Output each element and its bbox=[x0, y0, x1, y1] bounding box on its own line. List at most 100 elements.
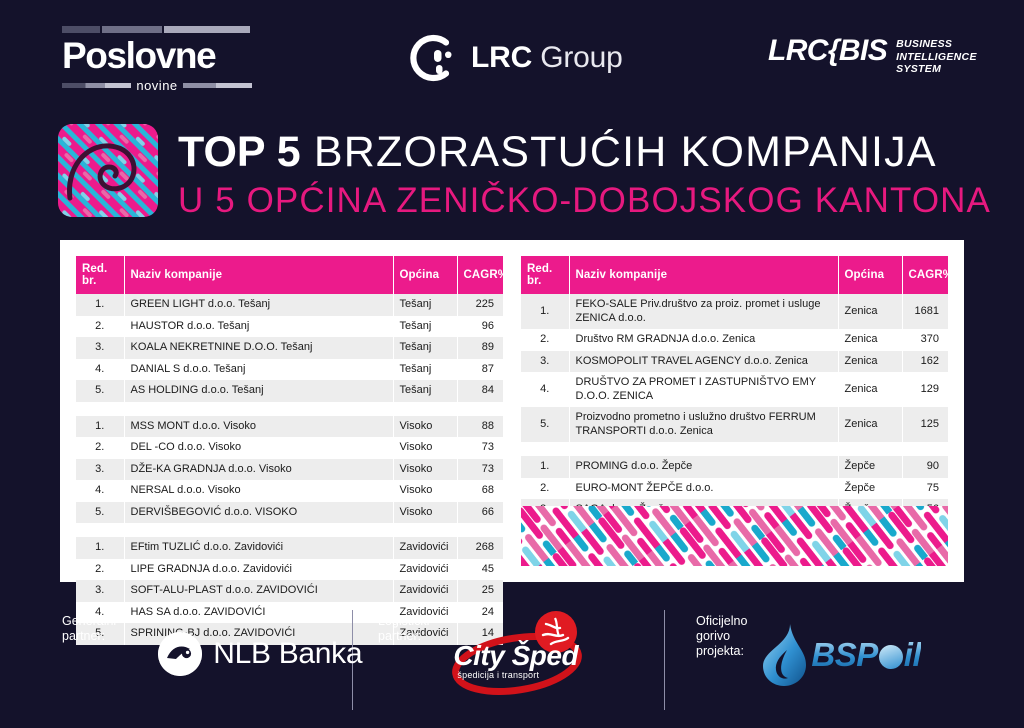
general-partner-label-l1: Generalni bbox=[62, 614, 117, 628]
general-partner-label: Generalni partner: bbox=[62, 596, 116, 644]
nlb-circle-icon bbox=[158, 632, 203, 676]
table-header-row: Red. br. Naziv kompanije Općina CAGR% bbox=[521, 256, 953, 294]
cell-cagr: 268 bbox=[457, 537, 503, 559]
table-row: 1. FEKO-SALE Priv.društvo za proiz. prome… bbox=[521, 294, 948, 329]
fuel-partner-label: Oficijelno gorivo projekta: bbox=[696, 596, 747, 659]
bis-tagline-line2: INTELLIGENCE bbox=[896, 50, 977, 63]
city-sped-wordmark: City Šped bbox=[453, 640, 579, 671]
cell-cagr: 73 bbox=[457, 437, 503, 459]
lrc-group-wordmark: LRC Group bbox=[471, 42, 623, 74]
cell-cagr: 1681 bbox=[902, 294, 948, 329]
cell-rank: 1. bbox=[521, 456, 570, 478]
cell-municipality: Zavidovići bbox=[393, 623, 458, 645]
cell-cagr: 370 bbox=[902, 329, 948, 351]
poslovne-novine-logo: Poslovne novine bbox=[62, 26, 252, 93]
cell-municipality: Zavidovići bbox=[393, 601, 458, 623]
lrc-circle-dots-icon bbox=[410, 34, 458, 82]
left-table-column: Red. br. Naziv kompanije Općina CAGR% 1. GREE… bbox=[76, 256, 508, 645]
cell-company-name: NERSAL d.o.o. Visoko bbox=[124, 480, 394, 502]
cell-rank: 2. bbox=[521, 329, 570, 351]
column-header-naziv: Naziv kompanije bbox=[569, 256, 839, 294]
partner-slot-general: Generalni partner: NLB Banka bbox=[62, 596, 363, 728]
cell-municipality: Zavidovići bbox=[393, 537, 458, 559]
table-row: 4. DRUŠTVO ZA PROMET I ZASTUPNIŠTVO EMY D… bbox=[521, 372, 948, 407]
partner-slot-logistics: Logistički partner: City Šped špedicija … bbox=[378, 596, 593, 728]
cell-municipality: Visoko bbox=[393, 415, 458, 437]
table-row: 3. KOALA NEKRETNINE D.O.O. Tešanj Tešanj 89 bbox=[76, 337, 503, 359]
cell-municipality: Visoko bbox=[393, 501, 458, 523]
lrc-bold-text: LRC bbox=[471, 41, 533, 74]
cell-rank: 5. bbox=[76, 380, 125, 402]
footer-divider-2 bbox=[664, 610, 665, 710]
lrc-bis-tagline: BUSINESS INTELLIGENCE SYSTEM bbox=[896, 36, 977, 76]
cell-rank: 1. bbox=[76, 415, 125, 437]
title-line-2: U 5 OPĆINA ZENIČKO-DOBOJSKOG KANTONA bbox=[178, 181, 991, 220]
table-zenica: Red. br. Naziv kompanije Općina CAGR% 1. FEKO… bbox=[521, 256, 953, 442]
lrc-group-logo: LRC Group bbox=[410, 34, 623, 82]
cell-cagr: 75 bbox=[902, 477, 948, 499]
lrc-light-text: Group bbox=[540, 41, 623, 74]
table-row: 2. LIPE GRADNJA d.o.o. Zavidovići Zavidovi… bbox=[76, 558, 503, 580]
cell-municipality: Zavidovići bbox=[393, 558, 458, 580]
table-row: 3. DŽE-KA GRADNJA d.o.o. Visoko Visoko 73 bbox=[76, 458, 503, 480]
cell-rank: 5. bbox=[76, 501, 125, 523]
logistics-partner-label-l2: partner: bbox=[378, 629, 422, 643]
cell-municipality: Tešanj bbox=[393, 337, 458, 359]
cell-municipality: Tešanj bbox=[393, 315, 458, 337]
table-zavidovici: 1. EFtim TUZLIĆ d.o.o. Zavidovići Zavidovi… bbox=[76, 537, 503, 645]
cell-cagr: 225 bbox=[457, 294, 503, 316]
cell-cagr: 129 bbox=[902, 372, 948, 407]
column-header-cagr: CAGR% bbox=[457, 256, 508, 294]
right-table-column: Red. br. Naziv kompanije Općina CAGR% 1. FEKO… bbox=[521, 256, 953, 566]
cell-rank: 4. bbox=[521, 372, 570, 407]
cell-cagr: 84 bbox=[457, 380, 503, 402]
cell-rank: 1. bbox=[521, 294, 570, 329]
cell-company-name: KOSMOPOLIT TRAVEL AGENCY d.o.o. Zenica bbox=[569, 350, 839, 372]
cell-company-name: DRUŠTVO ZA PROMET I ZASTUPNIŠTVO EMY D.O… bbox=[569, 372, 839, 407]
cell-rank: 4. bbox=[76, 601, 125, 623]
cell-municipality: Zavidovići bbox=[393, 580, 458, 602]
cell-municipality: Zenica bbox=[838, 329, 903, 351]
bsp-text: BSP bbox=[811, 636, 878, 673]
cell-rank: 1. bbox=[76, 537, 125, 559]
cell-rank: 3. bbox=[76, 580, 125, 602]
cell-rank: 3. bbox=[76, 458, 125, 480]
table-row: 2. DEL -CO d.o.o. Visoko Visoko 73 bbox=[76, 437, 503, 459]
table-row: 1. GREEN LIGHT d.o.o. Tešanj Tešanj 225 bbox=[76, 294, 503, 316]
cell-company-name: Društvo RM GRADNJA d.o.o. Zenica bbox=[569, 329, 839, 351]
cell-cagr: 90 bbox=[902, 456, 948, 478]
bsp-oil-wordmark: BSP il bbox=[811, 636, 921, 674]
cell-company-name: MSS MONT d.o.o. Visoko bbox=[124, 415, 394, 437]
lrc-bis-logo: LRC{BIS BUSINESS INTELLIGENCE SYSTEM bbox=[768, 36, 977, 76]
cell-cagr: 87 bbox=[457, 358, 503, 380]
cell-company-name: EURO-MONT ŽEPČE d.o.o. bbox=[569, 477, 839, 499]
title-line-1-rest: BRZORASTUĆIH KOMPANIJA bbox=[313, 128, 937, 176]
cell-rank: 4. bbox=[76, 480, 125, 502]
cell-company-name: HAS SA d.o.o. ZAVIDOVIĆI bbox=[124, 601, 394, 623]
cell-cagr: 96 bbox=[457, 315, 503, 337]
bsp-oil-logo: BSP il bbox=[757, 620, 921, 690]
table-row: 5. DERVIŠBEGOVIĆ d.o.o. VISOKO Visoko 66 bbox=[76, 501, 503, 523]
cell-rank: 5. bbox=[76, 623, 125, 645]
nlb-banka-logo: NLB Banka bbox=[158, 632, 363, 676]
title-top5: TOP 5 bbox=[178, 128, 301, 176]
column-header-red-br: Red. br. bbox=[521, 256, 570, 294]
cell-rank: 3. bbox=[76, 337, 125, 359]
partner-slot-fuel: Oficijelno gorivo projekta: BSP il bbox=[696, 596, 921, 728]
poslovne-subline: novine bbox=[62, 78, 252, 93]
column-header-opcina: Općina bbox=[393, 256, 458, 294]
cell-company-name: GREEN LIGHT d.o.o. Tešanj bbox=[124, 294, 394, 316]
table-row: 2. Društvo RM GRADNJA d.o.o. Zenica Zenica… bbox=[521, 329, 948, 351]
fuel-partner-label-l2: gorivo bbox=[696, 629, 731, 643]
cell-company-name: PROMING d.o.o. Žepče bbox=[569, 456, 839, 478]
bsp-oil-o-icon bbox=[878, 645, 903, 669]
table-row: 3. KOSMOPOLIT TRAVEL AGENCY d.o.o. Zenica… bbox=[521, 350, 948, 372]
cell-cagr: 125 bbox=[902, 407, 948, 442]
cell-company-name: LIPE GRADNJA d.o.o. Zavidovići bbox=[124, 558, 394, 580]
table-row: 1. PROMING d.o.o. Žepče Žepče 90 bbox=[521, 456, 948, 478]
poslovne-top-bars bbox=[62, 26, 252, 33]
cell-cagr: 89 bbox=[457, 337, 503, 359]
cell-municipality: Visoko bbox=[393, 458, 458, 480]
cell-company-name: DERVIŠBEGOVIĆ d.o.o. VISOKO bbox=[124, 501, 394, 523]
table-row: 2. HAUSTOR d.o.o. Tešanj Tešanj 96 bbox=[76, 315, 503, 337]
